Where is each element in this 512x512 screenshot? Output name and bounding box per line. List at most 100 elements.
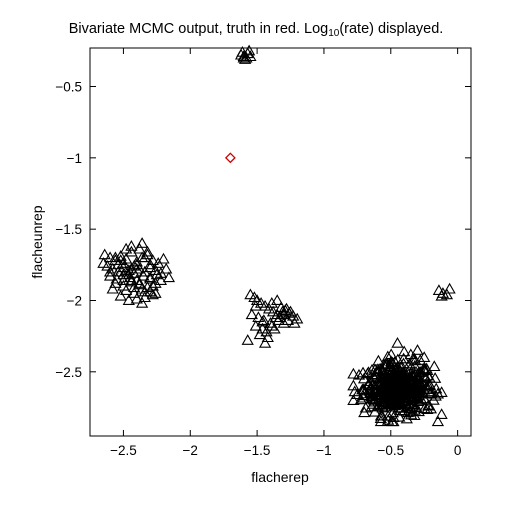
sample-triangle: [368, 368, 381, 380]
sample-triangle: [241, 47, 254, 59]
y-tick-label: −1.5: [55, 222, 82, 237]
sample-triangle: [395, 369, 408, 381]
x-tick-label: 0: [454, 443, 462, 458]
sample-triangle: [403, 357, 416, 369]
sample-triangle: [138, 251, 151, 263]
sample-triangle: [347, 394, 360, 405]
sample-triangle: [381, 350, 394, 362]
sample-triangle: [237, 51, 250, 63]
sample-triangle: [125, 275, 138, 287]
sample-triangle: [149, 264, 162, 275]
x-tick-label: −1: [316, 443, 331, 458]
sample-triangle: [423, 379, 437, 391]
sample-triangle: [144, 258, 157, 270]
sample-triangle: [411, 344, 424, 355]
sample-triangle: [384, 358, 397, 370]
sample-triangle: [288, 316, 301, 328]
x-axis-label: flacherep: [251, 469, 309, 485]
sample-triangle: [357, 372, 371, 384]
sample-triangle: [109, 251, 122, 263]
sample-triangle: [252, 311, 265, 323]
sample-triangle: [435, 408, 448, 419]
sample-triangle: [97, 257, 110, 268]
chart-title-subscript: 10: [328, 28, 340, 39]
sample-triangle: [160, 262, 173, 274]
sample-triangle: [356, 383, 369, 395]
sample-triangle: [384, 355, 398, 367]
x-tick-label: −2.5: [110, 443, 137, 458]
sample-triangle: [245, 308, 258, 320]
sample-triangle: [146, 288, 159, 300]
sample-triangle: [393, 410, 406, 422]
sample-triangle: [376, 395, 389, 407]
sample-triangle: [428, 360, 441, 372]
truth-diamond: [224, 152, 236, 164]
sample-triangle: [422, 399, 435, 411]
sample-triangle: [427, 393, 440, 405]
sample-triangle: [114, 249, 127, 261]
sample-triangle: [284, 305, 297, 317]
x-tick-label: −1.5: [244, 443, 271, 458]
sample-triangle: [277, 316, 290, 328]
sample-triangle: [430, 382, 443, 394]
sample-triangle: [366, 379, 379, 391]
sample-triangle: [261, 331, 274, 343]
sample-triangle: [393, 392, 407, 404]
sample-triangle: [365, 390, 378, 402]
y-tick-label: −2.5: [55, 365, 82, 380]
sample-triangle: [162, 271, 176, 283]
sample-triangle: [385, 348, 398, 360]
sample-triangle: [384, 397, 398, 408]
sample-triangle: [397, 357, 410, 369]
sample-triangle: [417, 362, 430, 374]
sample-triangle: [435, 289, 448, 301]
sample-triangle: [396, 368, 409, 379]
sample-triangle: [236, 45, 249, 57]
sample-triangle: [122, 268, 135, 280]
sample-triangle: [117, 274, 130, 285]
y-tick-label: −1: [67, 151, 82, 166]
sample-triangle: [135, 296, 149, 308]
sample-triangle: [374, 415, 388, 427]
y-axis: −0.5 −1 −1.5 −2 −2.5: [55, 80, 471, 380]
sample-triangle: [440, 288, 454, 300]
sample-triangle: [130, 292, 143, 304]
sample-triangle: [420, 382, 433, 394]
sample-triangle: [150, 268, 163, 280]
sample-triangle: [125, 274, 138, 285]
sample-triangle: [103, 265, 117, 277]
sample-triangle: [372, 354, 385, 366]
sample-triangle: [117, 257, 130, 268]
chart-title: Bivariate MCMC output, truth in red. Log…: [0, 21, 512, 39]
sample-triangle: [351, 388, 364, 400]
x-tick-label: −2: [183, 443, 198, 458]
sample-triangle: [358, 406, 371, 418]
sample-triangle: [256, 315, 269, 327]
sample-triangle: [248, 291, 261, 303]
sample-triangle: [386, 388, 399, 399]
sample-triangle: [443, 282, 456, 294]
sample-triangle: [381, 373, 394, 384]
sample-triangle: [347, 367, 360, 379]
sample-triangle: [384, 380, 397, 392]
sample-triangle: [114, 254, 127, 265]
sample-triangle: [133, 277, 146, 288]
sample-triangle: [377, 358, 391, 370]
sample-triangle: [109, 277, 122, 288]
sample-triangle: [114, 289, 127, 301]
sample-triangle: [366, 377, 379, 389]
x-tick-label: −0.5: [377, 443, 404, 458]
sample-triangle: [431, 387, 445, 399]
sample-triangle: [371, 365, 384, 377]
sample-triangle: [419, 371, 433, 383]
y-tick-label: −2: [67, 293, 82, 308]
sample-triangle: [119, 284, 133, 295]
sample-triangle: [377, 382, 390, 394]
sample-triangle: [408, 403, 421, 415]
chart-title-suffix: (rate) displayed.: [339, 21, 444, 37]
sample-triangle: [260, 325, 273, 337]
sample-triangle: [265, 319, 278, 331]
sample-triangle: [280, 302, 293, 314]
sample-triangle: [119, 242, 133, 254]
sample-triangle: [382, 409, 395, 421]
